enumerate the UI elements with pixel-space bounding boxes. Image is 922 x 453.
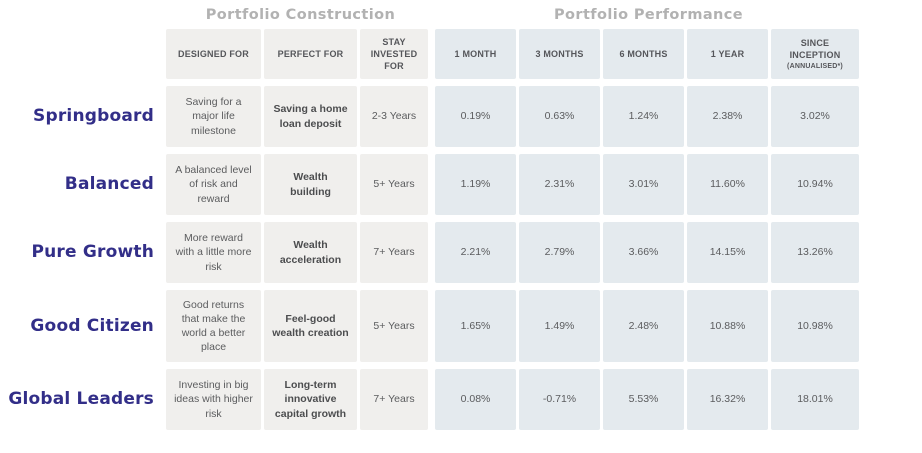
stay-invested-cell: 5+ Years: [360, 154, 428, 215]
designed-for-cell: A balanced level of risk and reward: [166, 154, 261, 215]
portfolio-name: Springboard: [33, 106, 154, 127]
return-6-months: 5.53%: [603, 369, 684, 430]
column-header-3-months: 3 MONTHS: [519, 29, 600, 79]
portfolio-name: Good Citizen: [30, 315, 154, 336]
table-row-global-leaders: Global Leaders Investing in big ideas wi…: [0, 369, 922, 430]
column-header-6-months: 6 MONTHS: [603, 29, 684, 79]
perfect-for-cell: Saving a home loan deposit: [264, 86, 357, 147]
return-6-months: 2.48%: [603, 290, 684, 362]
return-since-inception: 10.98%: [771, 290, 859, 362]
performance-section-title: Portfolio Performance: [554, 7, 743, 23]
stay-invested-cell: 5+ Years: [360, 290, 428, 362]
header-spacer: [0, 29, 166, 79]
column-header-since-inception: SINCE INCEPTION (ANNUALISED*): [771, 29, 859, 79]
section-titles: Portfolio Construction Portfolio Perform…: [0, 0, 922, 29]
construction-section-title: Portfolio Construction: [205, 7, 396, 23]
perfect-for-cell: Wealth building: [264, 154, 357, 215]
return-3-months: 1.49%: [519, 290, 600, 362]
column-header-designed-for: DESIGNED FOR: [166, 29, 261, 79]
return-1-month: 1.65%: [435, 290, 516, 362]
return-6-months: 3.01%: [603, 154, 684, 215]
table-header-row: DESIGNED FOR PERFECT FOR STAY INVESTED F…: [0, 29, 922, 79]
designed-for-cell: More reward with a little more risk: [166, 222, 261, 283]
table-row-pure-growth: Pure Growth More reward with a little mo…: [0, 222, 922, 283]
return-1-year: 11.60%: [687, 154, 768, 215]
return-3-months: -0.71%: [519, 369, 600, 430]
return-1-month: 1.19%: [435, 154, 516, 215]
column-header-1-month: 1 MONTH: [435, 29, 516, 79]
return-6-months: 1.24%: [603, 86, 684, 147]
designed-for-cell: Good returns that make the world a bette…: [166, 290, 261, 362]
portfolio-name: Balanced: [64, 174, 154, 195]
return-1-year: 16.32%: [687, 369, 768, 430]
perfect-for-cell: Feel-good wealth creation: [264, 290, 357, 362]
return-1-month: 2.21%: [435, 222, 516, 283]
column-header-stay-invested-for: STAY INVESTED FOR: [360, 29, 428, 79]
column-header-perfect-for: PERFECT FOR: [264, 29, 357, 79]
return-since-inception: 18.01%: [771, 369, 859, 430]
perfect-for-cell: Wealth acceleration: [264, 222, 357, 283]
return-1-year: 10.88%: [687, 290, 768, 362]
designed-for-cell: Investing in big ideas with higher risk: [166, 369, 261, 430]
portfolio-name: Global Leaders: [8, 389, 154, 410]
return-6-months: 3.66%: [603, 222, 684, 283]
designed-for-cell: Saving for a major life milestone: [166, 86, 261, 147]
return-since-inception: 10.94%: [771, 154, 859, 215]
return-1-month: 0.19%: [435, 86, 516, 147]
annualised-note: (ANNUALISED*): [787, 62, 843, 70]
perfect-for-cell: Long-term innovative capital growth: [264, 369, 357, 430]
return-1-year: 14.15%: [687, 222, 768, 283]
portfolio-name: Pure Growth: [31, 242, 154, 263]
return-1-year: 2.38%: [687, 86, 768, 147]
stay-invested-cell: 7+ Years: [360, 369, 428, 430]
return-3-months: 0.63%: [519, 86, 600, 147]
table-row-springboard: Springboard Saving for a major life mile…: [0, 86, 922, 147]
return-3-months: 2.31%: [519, 154, 600, 215]
stay-invested-cell: 7+ Years: [360, 222, 428, 283]
return-since-inception: 13.26%: [771, 222, 859, 283]
table-row-good-citizen: Good Citizen Good returns that make the …: [0, 290, 922, 362]
stay-invested-cell: 2-3 Years: [360, 86, 428, 147]
return-since-inception: 3.02%: [771, 86, 859, 147]
table-row-balanced: Balanced A balanced level of risk and re…: [0, 154, 922, 215]
return-3-months: 2.79%: [519, 222, 600, 283]
column-header-1-year: 1 YEAR: [687, 29, 768, 79]
return-1-month: 0.08%: [435, 369, 516, 430]
since-inception-label: SINCE INCEPTION: [789, 37, 841, 60]
